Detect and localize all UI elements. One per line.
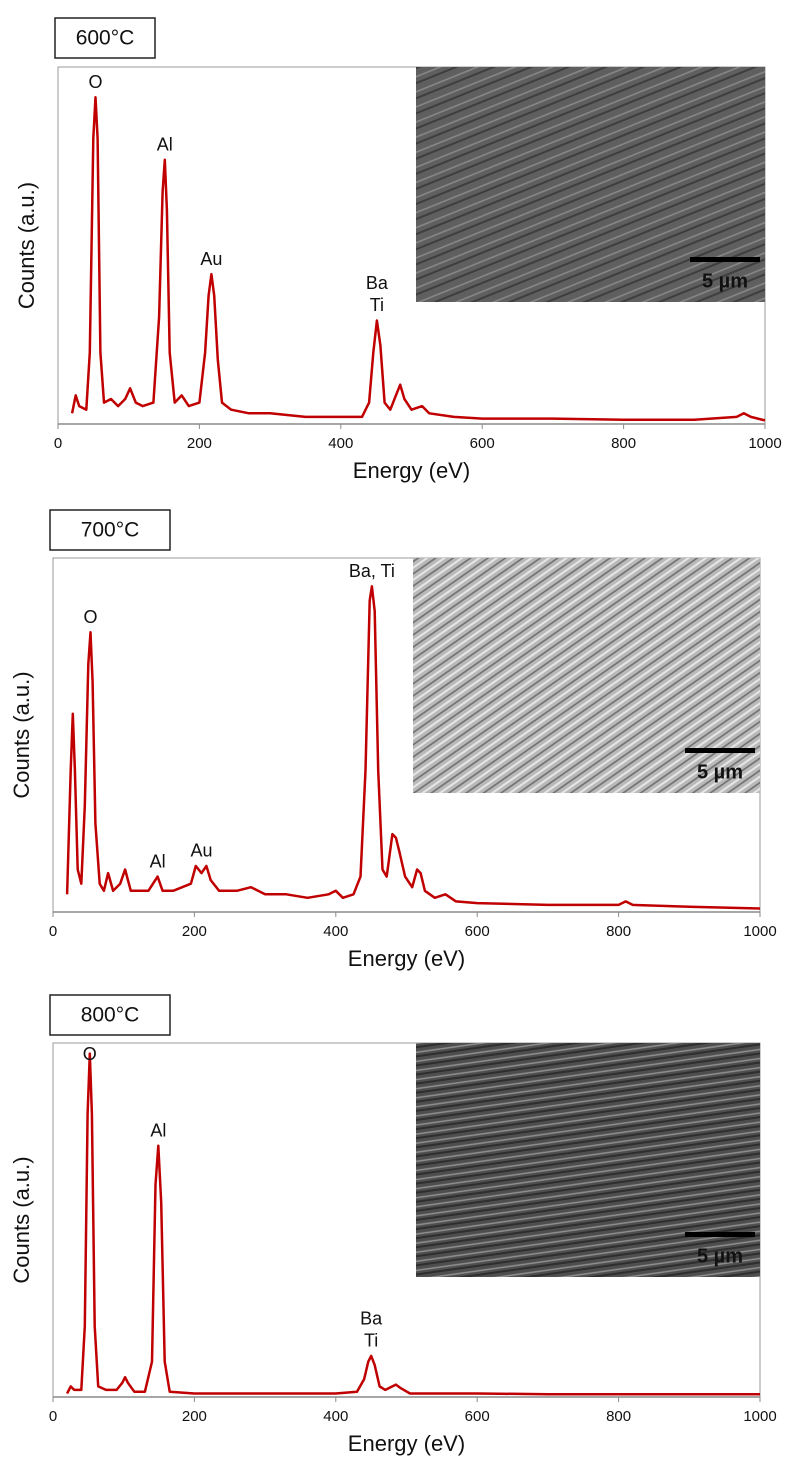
x-tick-label: 200 [182,923,207,940]
sem-image [416,1043,760,1277]
x-tick-label: 1000 [743,923,776,940]
peak-label: Al [157,135,173,155]
x-tick-label: 800 [606,923,631,940]
scale-bar-label: 5 µm [697,1245,743,1267]
x-tick-label: 200 [187,435,212,452]
peak-label: Ti [364,1331,378,1351]
scale-bar-label: 5 µm [702,270,748,292]
x-tick-label: 600 [470,435,495,452]
sem-image [413,558,760,793]
scale-bar [685,1232,755,1237]
x-tick-label: 600 [465,923,490,940]
x-tick-label: 200 [182,1408,207,1425]
panel-label: 600°C [76,27,135,50]
peak-label: Ti [370,295,384,315]
x-tick-label: 0 [49,1408,57,1425]
x-axis-title: Energy (eV) [348,1431,465,1456]
peak-label: Ba, Ti [349,561,395,581]
x-tick-label: 0 [49,923,57,940]
peak-label: O [83,607,97,627]
x-tick-label: 800 [611,435,636,452]
y-axis-title: Counts (a.u.) [14,182,39,309]
x-tick-label: 0 [54,435,62,452]
x-tick-label: 1000 [748,435,781,452]
peak-label: Au [200,249,222,269]
scale-bar-label: 5 µm [697,761,743,783]
peak-label: O [88,72,102,92]
peak-label: Ba [366,273,389,293]
peak-label: Ba [360,1309,383,1329]
peak-label: O [83,1044,97,1064]
x-tick-label: 400 [323,923,348,940]
x-tick-label: 600 [465,1408,490,1425]
x-axis-title: Energy (eV) [348,946,465,971]
x-tick-label: 1000 [743,1408,776,1425]
x-axis-title: Energy (eV) [353,458,470,483]
x-tick-label: 800 [606,1408,631,1425]
peak-label: Au [190,841,212,861]
y-axis-title: Counts (a.u.) [9,1156,34,1283]
peak-label: Al [150,1120,166,1140]
panel-label: 800°C [81,1004,140,1027]
y-axis-title: Counts (a.u.) [9,671,34,798]
x-tick-label: 400 [323,1408,348,1425]
sem-image [416,67,765,302]
scale-bar [685,748,755,753]
peak-label: Al [150,851,166,871]
scale-bar [690,257,760,262]
figure: 600°C 5 µm 0 200 400 600 800 1000 Energy (eV) Cou… [0,0,789,1461]
x-tick-label: 400 [328,435,353,452]
panel-label: 700°C [81,519,140,542]
